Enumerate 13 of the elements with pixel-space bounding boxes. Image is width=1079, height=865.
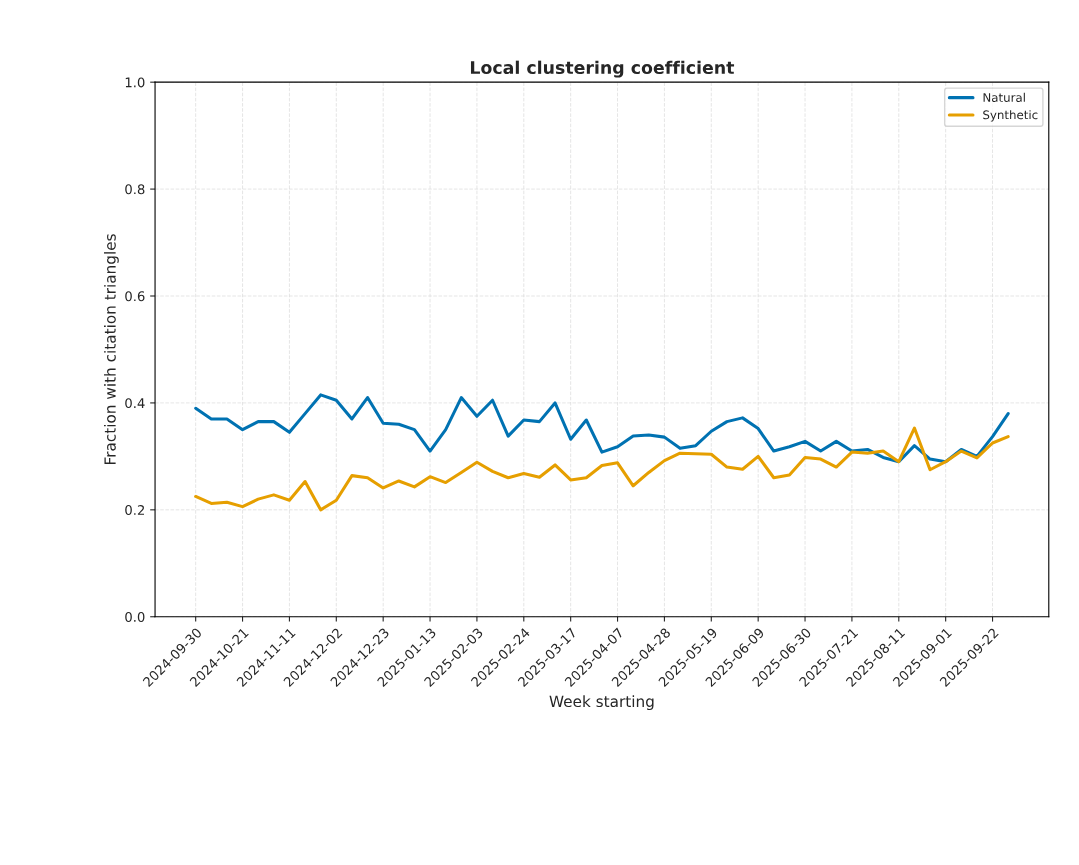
y-tick-label: 0.4	[125, 398, 145, 409]
y-tick-label: 0.8	[125, 184, 145, 195]
x-axis-title: Week starting	[549, 695, 654, 711]
y-tick-label: 1.0	[125, 77, 145, 88]
line-series	[194, 393, 1010, 464]
y-axis-title: Fraction with citation triangles	[104, 234, 119, 464]
legend-label: Synthetic	[983, 110, 1038, 122]
chart-title: Local clustering coefficient	[470, 60, 735, 78]
line-series	[194, 426, 1010, 512]
y-tick-label: 0.6	[125, 291, 145, 302]
y-tick-label: 0.2	[125, 505, 145, 516]
y-tick-label: 0.0	[125, 611, 145, 622]
legend-label: Natural	[983, 92, 1025, 102]
